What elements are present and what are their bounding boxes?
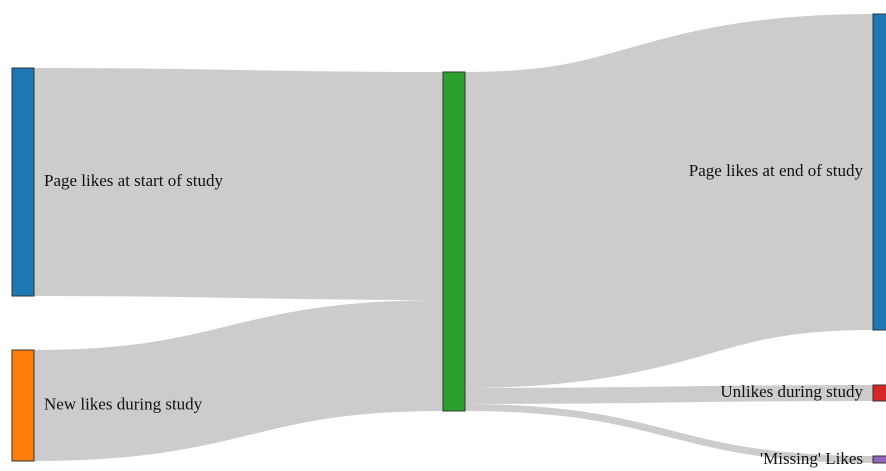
link-mid-to-unlikes [464,385,874,404]
label-missing: 'Missing' Likes [760,449,863,468]
sankey-labels: Page likes at start of study New likes du… [44,161,863,468]
link-start-to-mid [33,68,444,300]
node-start[interactable] [11,67,35,297]
sankey-nodes [11,13,886,464]
label-end: Page likes at end of study [689,161,864,180]
label-start: Page likes at start of study [44,171,223,190]
node-new[interactable] [11,349,35,462]
node-unlikes[interactable] [872,384,886,402]
sankey-links [33,14,875,463]
label-new: New likes during study [44,394,203,413]
node-missing[interactable] [872,455,886,464]
node-end[interactable] [872,13,886,331]
label-unlikes: Unlikes during study [720,382,863,401]
link-mid-to-end [463,14,875,388]
node-mid[interactable] [442,71,466,412]
link-new-to-mid [33,300,444,461]
link-mid-to-missing [464,404,874,463]
